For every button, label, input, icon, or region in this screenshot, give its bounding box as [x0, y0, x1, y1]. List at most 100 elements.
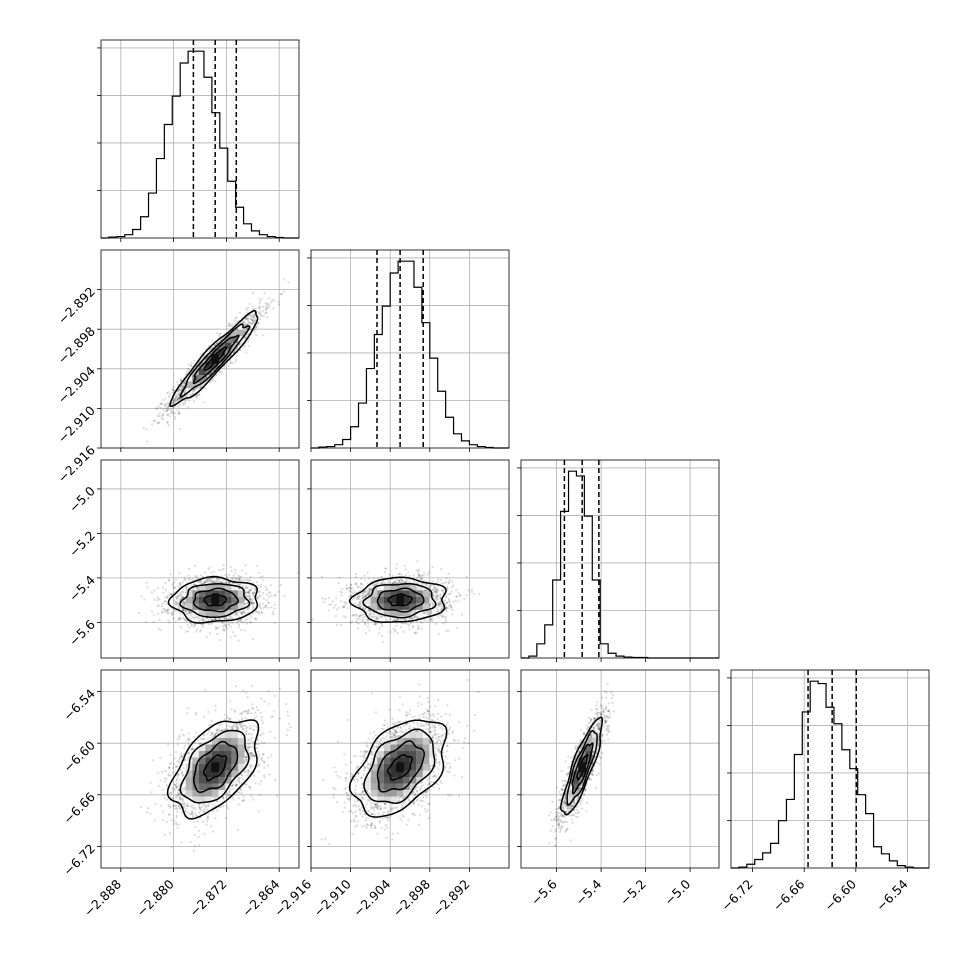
scatter-point	[193, 623, 196, 626]
scatter-point	[360, 582, 363, 585]
scatter-point	[265, 604, 268, 607]
scatter-point	[268, 591, 272, 594]
scatter-point	[161, 611, 164, 614]
scatter-point	[252, 602, 255, 605]
scatter-point	[193, 564, 196, 567]
scatter-point	[201, 626, 205, 629]
scatter-point	[367, 590, 371, 593]
scatter-point	[258, 611, 261, 614]
scatter-point	[423, 619, 426, 622]
scatter-point	[373, 623, 376, 626]
scatter-point	[171, 613, 174, 616]
scatter-point	[259, 305, 262, 309]
scatter-point	[240, 610, 243, 613]
scatter-point	[240, 612, 243, 615]
scatter-point	[200, 582, 203, 585]
scatter-point	[193, 583, 196, 587]
density-cell	[205, 583, 212, 591]
scatter-point	[397, 579, 400, 583]
scatter-point	[256, 596, 259, 600]
scatter-point	[266, 587, 269, 590]
scatter-point	[247, 316, 250, 319]
scatter-point	[179, 404, 182, 407]
scatter-point	[176, 389, 179, 393]
histogram-series	[311, 260, 509, 449]
scatter-point	[186, 586, 189, 589]
scatter-point	[225, 575, 229, 579]
scatter-point	[210, 581, 213, 584]
scatter-point	[429, 584, 432, 587]
scatter-point	[217, 577, 220, 580]
scatter-point	[398, 579, 401, 582]
scatter-point	[423, 571, 426, 574]
scatter-point	[251, 592, 255, 595]
scatter-point	[156, 414, 159, 418]
scatter-point	[229, 625, 232, 628]
scatter-point	[440, 605, 443, 608]
scatter-point	[363, 608, 366, 611]
scatter-point	[227, 322, 231, 325]
scatter-point	[245, 572, 248, 575]
scatter-point	[367, 593, 370, 596]
scatter-point	[172, 608, 176, 611]
scatter-point	[445, 610, 448, 613]
scatter-point	[208, 631, 212, 635]
scatter-point	[206, 578, 209, 582]
scatter-point	[171, 584, 174, 587]
scatter-point	[195, 395, 198, 398]
scatter-point	[171, 391, 174, 395]
scatter-point	[406, 578, 409, 581]
scatter-point	[196, 586, 199, 589]
scatter-point	[179, 617, 182, 621]
scatter-point	[191, 578, 194, 581]
density-cell	[218, 342, 225, 350]
scatter-point	[367, 588, 370, 591]
scatter-point	[439, 593, 442, 596]
scatter-point	[155, 407, 158, 410]
scatter-point	[247, 344, 250, 348]
scatter-point	[246, 340, 250, 343]
scatter-point	[375, 616, 378, 620]
scatter-point	[195, 630, 198, 633]
scatter-point	[202, 619, 205, 622]
scatter-point	[243, 611, 246, 614]
density-cell	[211, 583, 219, 591]
scatter-point	[437, 632, 440, 635]
scatter-point	[246, 602, 249, 605]
panel-border	[100, 39, 300, 239]
scatter-point	[203, 580, 206, 583]
scatter-point	[188, 612, 191, 615]
scatter-point	[401, 622, 405, 625]
scatter-point	[272, 299, 275, 302]
scatter-point	[177, 405, 180, 408]
scatter-point	[178, 594, 181, 598]
scatter-point	[251, 305, 254, 308]
scatter-point	[277, 590, 280, 593]
scatter-point	[345, 587, 348, 590]
scatter-point	[189, 394, 192, 397]
scatter-point	[454, 599, 457, 602]
scatter-point	[183, 401, 187, 405]
scatter-point	[252, 320, 255, 323]
scatter-point	[238, 343, 241, 346]
scatter-point	[180, 389, 183, 392]
scatter-point	[424, 612, 427, 615]
scatter-point	[195, 620, 198, 623]
scatter-point	[186, 612, 189, 615]
scatter-point	[192, 388, 195, 391]
scatter-point	[183, 601, 186, 605]
scatter-point	[364, 594, 367, 597]
scatter-point	[211, 618, 215, 621]
scatter-point	[244, 612, 247, 615]
scatter-point	[172, 412, 175, 415]
scatter-point	[178, 388, 181, 391]
scatter-point	[145, 428, 148, 431]
scatter-point	[194, 583, 197, 586]
scatter-point	[399, 626, 403, 629]
scatter-point	[192, 616, 195, 619]
scatter-point	[366, 625, 370, 629]
scatter-point	[327, 609, 330, 612]
scatter-point	[190, 361, 193, 364]
scatter-point	[260, 607, 263, 610]
scatter-point	[176, 602, 179, 605]
